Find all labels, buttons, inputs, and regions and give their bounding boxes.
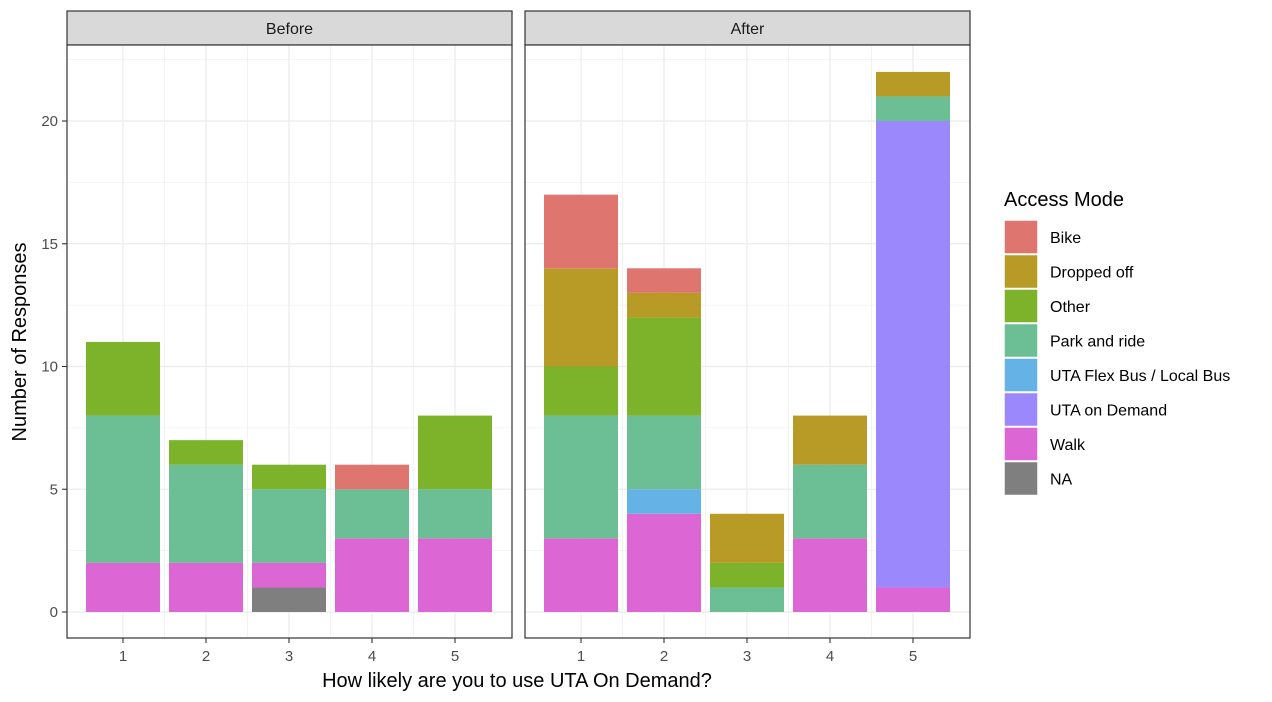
x-tick-label: 2 [202,648,210,665]
legend-key [1003,357,1039,393]
panel-before: Before 1 2 3 4 5 [66,10,513,665]
bar-segment-walk [876,587,950,612]
bar-segment-park-and-ride [252,489,326,563]
x-tick-label: 2 [660,648,668,665]
bar-segment-dropped-off [876,71,950,97]
bar-segment-walk [627,513,701,612]
panels-layer: Before 1 2 3 4 5 After 1 2 3 4 5 [66,10,971,665]
facet-strip-label: After [731,21,765,38]
legend-label: UTA on Demand [1050,403,1167,420]
x-tick-label: 4 [826,648,834,665]
x-tick-label: 5 [451,648,459,665]
bar-segment-bike [627,268,701,293]
x-axis-title: How likely are you to use UTA On Demand? [322,670,712,692]
legend-label: Bike [1050,230,1081,247]
bar-segment-park-and-ride [876,96,950,121]
facet-strip [66,10,513,46]
bar-segment-park-and-ride [169,464,243,563]
bar-segment-park-and-ride [627,415,701,490]
y-tick-label: 0 [50,604,58,621]
legend-title: Access Mode [1004,189,1124,211]
bar-segment-park-and-ride [793,464,867,539]
bar-segment-na [252,587,326,612]
x-tick-label: 1 [577,648,585,665]
bar-segment-walk [418,538,492,612]
y-tick-label: 10 [41,359,58,376]
bar-segment-other [627,317,701,416]
bar-segment-walk [544,538,618,612]
x-tick-label: 4 [368,648,376,665]
bar-segment-other [544,366,618,416]
legend-label: NA [1050,472,1073,489]
legend-label: Walk [1050,437,1086,454]
bar-segment-walk [86,562,160,612]
x-tick-label: 3 [743,648,751,665]
y-tick-label: 15 [41,236,58,253]
bar-segment-walk [335,538,409,612]
legend-label: Other [1050,299,1091,316]
bar-segment-dropped-off [710,513,784,563]
bar-segment-uta-on-demand [876,121,950,588]
bar-segment-other [252,464,326,490]
bar-segment-dropped-off [793,415,867,465]
legend-label: Dropped off [1050,265,1134,282]
legend-key [1003,391,1039,428]
legend-key [1003,219,1039,255]
legend-key [1003,253,1039,290]
legend-key [1003,322,1039,359]
legend-key [1003,288,1039,324]
facet-strip [524,10,971,46]
legend: Access Mode Bike Dropped off Other Park and… [1003,189,1230,497]
legend-key [1003,426,1039,462]
y-tick-label: 5 [50,481,58,498]
bar-segment-other [169,440,243,465]
bar-segment-park-and-ride [86,415,160,563]
panel-after: After 1 2 3 4 5 [524,10,971,665]
y-axis: 0 5 10 15 20 [41,113,67,621]
bar-segment-park-and-ride [544,415,618,539]
bar-segment-other [710,562,784,588]
facet-strip-label: Before [266,21,313,38]
bar-segment-walk [169,562,243,612]
legend-key [1003,460,1039,497]
legend-label: UTA Flex Bus / Local Bus [1050,368,1230,385]
y-tick-label: 20 [41,113,58,130]
x-tick-label: 1 [119,648,127,665]
legend-label: Park and ride [1050,334,1145,351]
x-tick-label: 5 [909,648,917,665]
x-tick-label: 3 [285,648,293,665]
bar-segment-walk [793,538,867,612]
bar-segment-bike [335,464,409,490]
bar-segment-other [86,341,160,416]
bar-segment-other [418,415,492,490]
bar-segment-bike [544,194,618,269]
bar-segment-uta-flex-bus-local-bus [627,489,701,514]
bar-segment-dropped-off [627,292,701,318]
bar-segment-dropped-off [544,268,618,367]
y-axis-title: Number of Responses [9,243,31,442]
bar-segment-park-and-ride [418,489,492,539]
bar-segment-walk [252,562,326,588]
bar-segment-park-and-ride [710,587,784,612]
bar-segment-park-and-ride [335,489,409,539]
